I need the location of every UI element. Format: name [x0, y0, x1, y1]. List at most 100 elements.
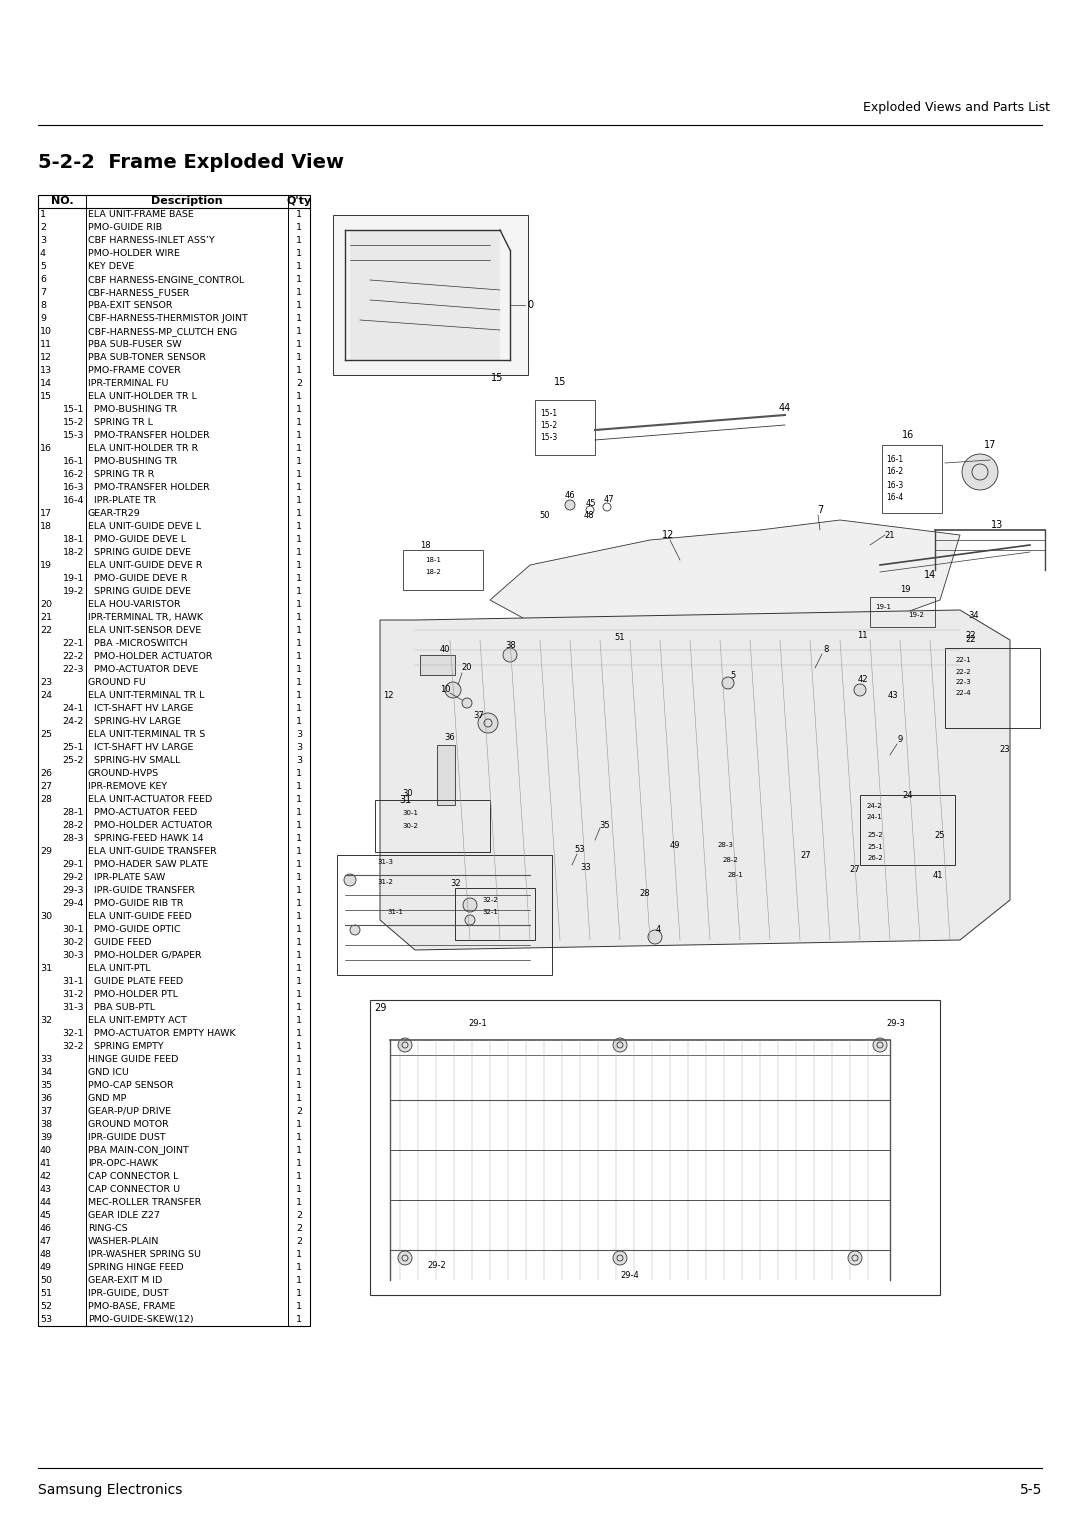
- Text: 8: 8: [823, 645, 828, 654]
- Text: 16-4: 16-4: [63, 497, 84, 504]
- Text: 48: 48: [40, 1250, 52, 1259]
- Bar: [375, 801, 490, 853]
- Text: 29-3: 29-3: [63, 886, 84, 895]
- Text: 1: 1: [296, 1264, 302, 1271]
- Circle shape: [723, 677, 734, 689]
- Text: PBA SUB-PTL: PBA SUB-PTL: [94, 1002, 156, 1012]
- Text: 1: 1: [296, 249, 302, 258]
- Text: 29-3: 29-3: [887, 1019, 905, 1027]
- Text: 3: 3: [296, 730, 302, 740]
- Text: 1: 1: [296, 353, 302, 362]
- Text: 42: 42: [858, 675, 868, 685]
- Text: 23: 23: [1000, 746, 1010, 755]
- Text: 19: 19: [40, 561, 52, 570]
- Circle shape: [613, 1038, 627, 1051]
- Text: 1: 1: [296, 223, 302, 232]
- Text: 27: 27: [40, 782, 52, 792]
- Text: 7: 7: [40, 287, 46, 296]
- Text: GEAR-EXIT M ID: GEAR-EXIT M ID: [87, 1276, 162, 1285]
- Text: 15-3: 15-3: [63, 431, 84, 440]
- Circle shape: [462, 698, 472, 707]
- Circle shape: [445, 681, 461, 698]
- Circle shape: [345, 874, 356, 886]
- Text: 44: 44: [779, 403, 792, 413]
- Text: 2: 2: [296, 1212, 302, 1219]
- Text: 22-4: 22-4: [955, 691, 971, 695]
- Text: 15-2: 15-2: [540, 422, 557, 431]
- Text: 1: 1: [296, 471, 302, 478]
- Text: 19-2: 19-2: [63, 587, 84, 596]
- Text: 1: 1: [296, 1054, 302, 1063]
- Text: 19-1: 19-1: [875, 604, 891, 610]
- Text: ELA UNIT-ACTUATOR FEED: ELA UNIT-ACTUATOR FEED: [87, 795, 213, 804]
- Text: 1: 1: [296, 821, 302, 830]
- Text: 1: 1: [296, 860, 302, 869]
- Text: 4: 4: [40, 249, 46, 258]
- Text: 32-2: 32-2: [482, 897, 498, 903]
- Bar: [535, 400, 595, 455]
- Text: 1: 1: [296, 587, 302, 596]
- Text: 33: 33: [40, 1054, 52, 1063]
- Text: 14: 14: [923, 570, 936, 581]
- Text: SPRING HINGE FEED: SPRING HINGE FEED: [87, 1264, 184, 1271]
- Text: Exploded Views and Parts List: Exploded Views and Parts List: [863, 101, 1050, 115]
- Text: IPR-PLATE SAW: IPR-PLATE SAW: [94, 872, 165, 882]
- Text: ELA UNIT-GUIDE TRANSFER: ELA UNIT-GUIDE TRANSFER: [87, 847, 217, 856]
- Text: 22: 22: [966, 631, 976, 640]
- Text: 10: 10: [40, 327, 52, 336]
- Circle shape: [873, 1038, 887, 1051]
- Text: 3: 3: [296, 756, 302, 766]
- Text: 32-1: 32-1: [63, 1028, 84, 1038]
- Text: PMO-HOLDER WIRE: PMO-HOLDER WIRE: [87, 249, 180, 258]
- Bar: [860, 795, 955, 865]
- Text: Description: Description: [151, 197, 222, 206]
- Text: 1: 1: [296, 431, 302, 440]
- Text: ELA UNIT-FRAME BASE: ELA UNIT-FRAME BASE: [87, 209, 193, 219]
- Text: MEC-ROLLER TRANSFER: MEC-ROLLER TRANSFER: [87, 1198, 201, 1207]
- Bar: [370, 999, 940, 1296]
- Text: GUIDE FEED: GUIDE FEED: [94, 938, 151, 947]
- Text: SPRING-FEED HAWK 14: SPRING-FEED HAWK 14: [94, 834, 204, 843]
- Text: 33: 33: [581, 863, 592, 872]
- Text: PBA MAIN-CON_JOINT: PBA MAIN-CON_JOINT: [87, 1146, 189, 1155]
- Text: 1: 1: [296, 393, 302, 400]
- Text: 1: 1: [296, 678, 302, 688]
- Text: 11: 11: [856, 631, 867, 640]
- Text: 27: 27: [800, 851, 811, 859]
- Text: 16: 16: [902, 429, 914, 440]
- Text: 1: 1: [296, 1042, 302, 1051]
- Text: CBF HARNESS-ENGINE_CONTROL: CBF HARNESS-ENGINE_CONTROL: [87, 275, 244, 284]
- Text: 1: 1: [296, 457, 302, 466]
- Text: IPR-TERMINAL FU: IPR-TERMINAL FU: [87, 379, 168, 388]
- Text: 29-1: 29-1: [63, 860, 84, 869]
- Text: 1: 1: [296, 497, 302, 504]
- Text: PMO-GUIDE DEVE L: PMO-GUIDE DEVE L: [94, 535, 186, 544]
- Text: 13: 13: [990, 520, 1003, 530]
- Text: 1: 1: [296, 1276, 302, 1285]
- Text: 1: 1: [296, 209, 302, 219]
- Text: GEAR-P/UP DRIVE: GEAR-P/UP DRIVE: [87, 1106, 171, 1115]
- Text: PMO-CAP SENSOR: PMO-CAP SENSOR: [87, 1080, 174, 1089]
- Text: 1: 1: [296, 301, 302, 310]
- Text: 49: 49: [670, 840, 680, 850]
- Text: 19-2: 19-2: [908, 613, 923, 617]
- Circle shape: [350, 924, 360, 935]
- Text: 25-2: 25-2: [63, 756, 84, 766]
- Text: 1: 1: [296, 1120, 302, 1129]
- Text: 1: 1: [296, 652, 302, 662]
- Text: 22: 22: [40, 626, 52, 636]
- Text: 9: 9: [40, 313, 46, 322]
- Text: 1: 1: [296, 717, 302, 726]
- Text: 28-1: 28-1: [727, 872, 743, 879]
- Text: SPRING EMPTY: SPRING EMPTY: [94, 1042, 164, 1051]
- Text: 1: 1: [296, 1016, 302, 1025]
- Text: 17: 17: [40, 509, 52, 518]
- Text: 2: 2: [296, 1106, 302, 1115]
- Text: ELA UNIT-GUIDE FEED: ELA UNIT-GUIDE FEED: [87, 912, 192, 921]
- Text: 3: 3: [296, 743, 302, 752]
- Text: 16-3: 16-3: [887, 480, 904, 489]
- Text: 50: 50: [40, 1276, 52, 1285]
- Text: 28-2: 28-2: [723, 857, 738, 863]
- Text: 28-1: 28-1: [63, 808, 84, 817]
- Text: 18-2: 18-2: [63, 549, 84, 558]
